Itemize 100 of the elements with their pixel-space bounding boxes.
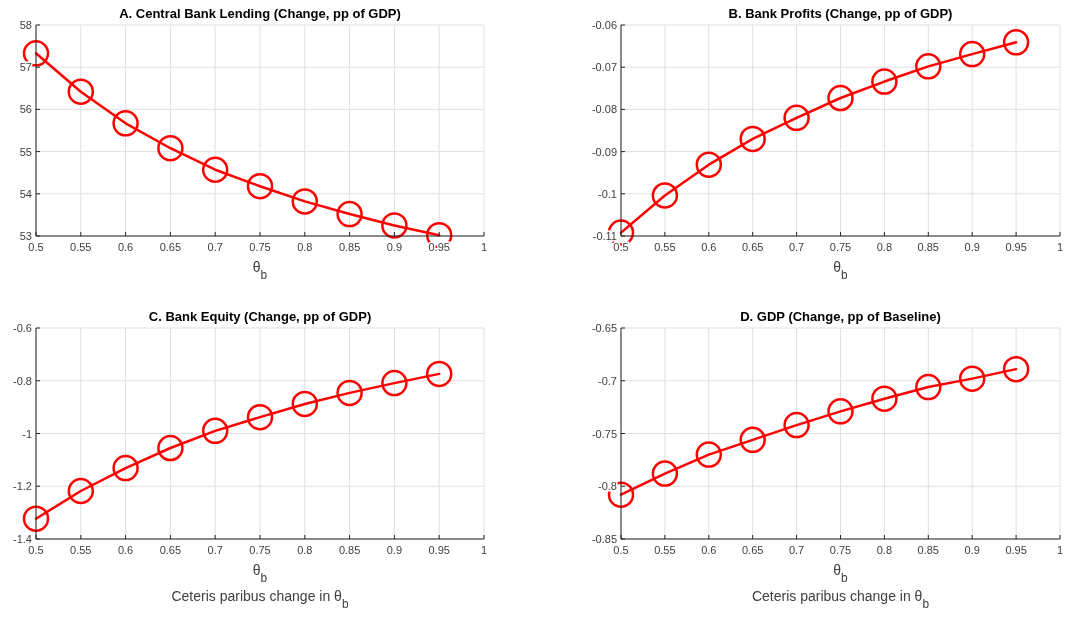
x-tick-label: 1 bbox=[480, 241, 488, 253]
x-axis-title: θ$_{b}$ bbox=[252, 259, 268, 282]
point bbox=[739, 125, 766, 153]
y-tick-label: -0.1 bbox=[598, 187, 617, 200]
y-tick-label: -0.09 bbox=[591, 145, 617, 158]
point bbox=[425, 360, 453, 388]
point bbox=[958, 40, 986, 68]
x-tick-label: 0.5 bbox=[613, 544, 629, 556]
point bbox=[157, 434, 184, 462]
x-tick-label: 1 bbox=[1056, 241, 1064, 253]
point bbox=[871, 385, 898, 412]
x-axis-title: θ$_{b}$ bbox=[833, 259, 849, 282]
point bbox=[1002, 355, 1030, 383]
y-tick-label: 55 bbox=[19, 145, 32, 158]
point bbox=[291, 390, 319, 418]
x-tick-label: 0.6 bbox=[701, 544, 717, 556]
chart-title: A. Central Bank Lending (Change, pp of GDP) bbox=[119, 6, 401, 21]
point bbox=[291, 188, 319, 215]
x-tick-label: 0.9 bbox=[386, 544, 403, 556]
x-tick-label: 0.85 bbox=[338, 241, 361, 253]
x-tick-label: 0.6 bbox=[117, 544, 134, 556]
x-tick-label: 0.65 bbox=[741, 544, 764, 556]
point bbox=[695, 441, 723, 468]
x-tick-label: 0.6 bbox=[117, 241, 134, 253]
y-tick-label: -0.07 bbox=[591, 61, 617, 74]
point bbox=[1002, 29, 1030, 56]
y-tick-label: -0.06 bbox=[591, 19, 617, 31]
x-tick-label: 0.7 bbox=[788, 544, 805, 556]
point bbox=[112, 454, 139, 482]
point bbox=[381, 369, 408, 397]
chart-title: B. Bank Profits (Change, pp of GDP) bbox=[728, 6, 953, 21]
x-tick-label: 0.55 bbox=[70, 241, 92, 253]
x-tick-label: 0.95 bbox=[1005, 544, 1027, 556]
point bbox=[827, 398, 854, 425]
point bbox=[67, 78, 95, 105]
x-tick-label: 0.75 bbox=[829, 544, 852, 556]
x-tick-label: 0.55 bbox=[654, 241, 676, 253]
y-tick-label: -0.85 bbox=[591, 533, 617, 545]
point bbox=[246, 172, 274, 200]
x-tick-label: 0.75 bbox=[249, 544, 271, 556]
point bbox=[201, 156, 229, 183]
x-tick-label: 0.7 bbox=[788, 241, 805, 253]
x-axis-title: θ$_{b}$ bbox=[833, 562, 849, 585]
y-tick-label: -1.4 bbox=[13, 533, 32, 545]
y-tick-label: -0.65 bbox=[591, 322, 617, 334]
x-tick-label: 0.65 bbox=[159, 241, 182, 253]
x-tick-label: 0.8 bbox=[876, 544, 893, 556]
point bbox=[67, 477, 95, 505]
x-tick-label: 0.8 bbox=[297, 241, 313, 253]
x-tick-label: 0.9 bbox=[964, 241, 980, 253]
x-tick-label: 0.85 bbox=[338, 544, 361, 556]
x-tick-label: 0.75 bbox=[829, 241, 852, 253]
point bbox=[915, 373, 942, 401]
x-tick-label: 0.7 bbox=[207, 544, 223, 556]
y-tick-label: -0.7 bbox=[598, 374, 617, 387]
y-tick-label: 53 bbox=[19, 230, 32, 242]
point bbox=[651, 182, 679, 209]
x-tick-label: 0.85 bbox=[917, 241, 940, 253]
x-tick-label: 0.65 bbox=[159, 544, 182, 556]
x-axis-title: θ$_{b}$ bbox=[252, 562, 268, 585]
point bbox=[958, 365, 986, 392]
text: Ceteris paribus change in θ$_{b}$ bbox=[171, 588, 349, 611]
point bbox=[915, 53, 942, 80]
point bbox=[827, 84, 854, 112]
point bbox=[336, 379, 363, 407]
point bbox=[381, 212, 408, 239]
point bbox=[112, 110, 139, 137]
x-tick-label: 0.95 bbox=[428, 544, 450, 556]
point bbox=[783, 411, 810, 439]
y-tick-label: 56 bbox=[19, 103, 32, 116]
chart-title: D. GDP (Change, pp of Baseline) bbox=[740, 309, 941, 324]
x-tick-label: 0.6 bbox=[701, 241, 717, 253]
x-tick-label: 0.5 bbox=[28, 544, 44, 556]
point bbox=[336, 200, 363, 228]
x-tick-label: 0.85 bbox=[917, 544, 940, 556]
point bbox=[739, 426, 766, 454]
chart-title: C. Bank Equity (Change, pp of GDP) bbox=[148, 309, 372, 324]
x-tick-label: 1 bbox=[480, 544, 488, 556]
x-tick-label: 1 bbox=[1056, 544, 1064, 556]
point bbox=[246, 403, 274, 431]
x-tick-label: 0.5 bbox=[28, 241, 44, 253]
x-tick-label: 0.8 bbox=[297, 544, 313, 556]
x-tick-label: 0.55 bbox=[70, 544, 92, 556]
y-tick-label: -0.08 bbox=[591, 103, 617, 116]
x-tick-label: 0.9 bbox=[386, 241, 403, 253]
y-tick-label: 57 bbox=[19, 61, 32, 74]
point bbox=[871, 68, 898, 95]
y-tick-label: 58 bbox=[19, 19, 32, 31]
x-tick-label: 0.75 bbox=[249, 241, 271, 253]
y-tick-label: -0.6 bbox=[13, 322, 32, 334]
x-tick-label: 0.95 bbox=[1005, 241, 1027, 253]
y-tick-label: -0.8 bbox=[13, 374, 32, 387]
point bbox=[22, 505, 50, 532]
x-tick-label: 0.9 bbox=[964, 544, 980, 556]
point bbox=[201, 417, 229, 445]
y-tick-label: -1 bbox=[22, 427, 32, 440]
text: Ceteris paribus change in θ$_{b}$ bbox=[751, 588, 930, 611]
x-tick-label: 0.7 bbox=[207, 241, 223, 253]
point bbox=[783, 104, 810, 132]
y-tick-label: -0.75 bbox=[591, 427, 617, 440]
